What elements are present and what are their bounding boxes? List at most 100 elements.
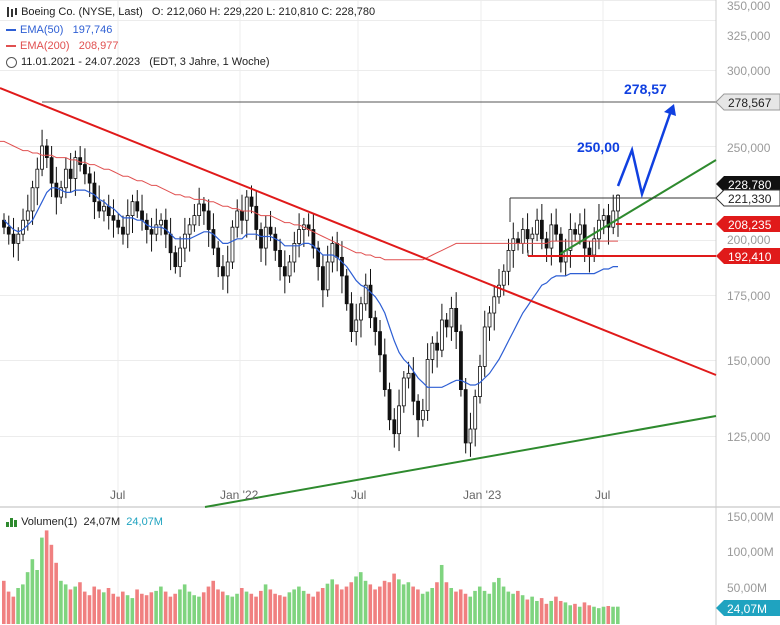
volume-bar xyxy=(106,588,111,624)
candle-body xyxy=(63,168,68,189)
candle-body xyxy=(225,261,230,277)
volume-title: Volumen(1) xyxy=(21,516,78,528)
volume-bar xyxy=(125,595,130,624)
volume-bar xyxy=(239,588,244,624)
candle-body xyxy=(420,410,425,421)
x-tick-jul-23: Jul xyxy=(595,488,610,502)
candle-body xyxy=(473,396,478,430)
candle-body xyxy=(501,270,506,286)
y-tick-325: 325,000 xyxy=(727,29,771,43)
candle-body xyxy=(535,219,539,235)
volume-bar xyxy=(387,582,392,624)
volume-bar xyxy=(97,589,101,624)
volume-bar xyxy=(144,595,149,624)
volume-bar xyxy=(44,530,49,624)
candle-body xyxy=(578,224,582,235)
volume-bar xyxy=(178,589,182,624)
candle-body xyxy=(154,224,159,235)
candle-body xyxy=(349,303,354,333)
y-tick-125: 125,000 xyxy=(727,430,771,444)
ohlc-values: O: 212,060 H: 229,220 L: 210,810 C: 228,… xyxy=(151,6,376,18)
candle-body xyxy=(254,205,259,230)
volume-bar xyxy=(397,579,401,624)
y-tick-250: 250,000 xyxy=(727,141,771,155)
candle-body xyxy=(259,229,263,249)
candle-body xyxy=(25,210,30,221)
volume-bar xyxy=(35,570,39,624)
x-tick-jan-23: Jan '23 xyxy=(463,488,502,502)
candle-body xyxy=(83,164,87,175)
candle-body xyxy=(249,196,254,207)
volume-bar xyxy=(606,606,611,624)
candle-body xyxy=(430,342,435,360)
volume-bar xyxy=(30,559,35,624)
candle-body xyxy=(40,145,44,170)
candle-body xyxy=(530,233,535,240)
volume-bar xyxy=(411,586,415,624)
candle-body xyxy=(573,229,578,235)
candle-body xyxy=(549,224,554,249)
price-tag-221: 221,330 xyxy=(715,189,780,207)
candle-body xyxy=(449,307,454,328)
price-tag-192: 192,410 xyxy=(716,248,780,264)
volume-bar xyxy=(230,596,235,624)
price-tag-192-label: 192,410 xyxy=(728,250,772,264)
candles xyxy=(2,129,620,457)
candle-body xyxy=(59,187,64,198)
candle-body xyxy=(16,233,21,244)
volume-bar xyxy=(163,591,168,624)
price-tag-228: 228,780 xyxy=(716,176,780,192)
ema200-value: 208,977 xyxy=(78,40,119,52)
candle-body xyxy=(87,173,92,184)
candle-body xyxy=(606,215,611,228)
candle-body xyxy=(192,215,197,226)
candle-body xyxy=(182,233,187,249)
candle-body xyxy=(611,210,616,228)
volume-bar xyxy=(558,600,563,624)
candle-body xyxy=(435,342,440,351)
downtrend-line xyxy=(0,87,717,376)
price-tag-208-label: 208,235 xyxy=(728,218,772,232)
volume-bar xyxy=(278,595,282,624)
volume-bar xyxy=(130,598,135,624)
candle-body xyxy=(187,224,192,235)
volume-bar xyxy=(616,606,620,624)
volume-bar xyxy=(78,582,82,624)
ema200-swatch xyxy=(6,45,16,48)
candle-body xyxy=(558,233,563,263)
clock-icon xyxy=(6,56,17,68)
candle-body xyxy=(330,243,335,263)
candle-body xyxy=(311,229,316,249)
volume-value-2: 24,07M xyxy=(126,516,163,528)
volume-bar xyxy=(520,595,525,624)
candle-body xyxy=(511,238,516,251)
candle-body xyxy=(516,238,520,244)
volume-bar xyxy=(406,582,411,624)
grid xyxy=(0,0,716,625)
volume-bar xyxy=(135,589,139,624)
candle-body xyxy=(382,354,387,390)
candle-body xyxy=(240,210,244,221)
candle-body xyxy=(216,247,221,268)
volume-bar xyxy=(554,596,558,624)
candle-body xyxy=(325,261,330,291)
ema50-label: EMA(50) xyxy=(20,24,64,36)
candle-body xyxy=(278,249,282,268)
volume-bar xyxy=(49,544,54,624)
volume-tag-label: 24,07M xyxy=(727,602,767,616)
x-tick-jul-21: Jul xyxy=(110,488,125,502)
volume-bar xyxy=(259,590,263,624)
date-range-legend: 11.01.2021 - 24.07.2023 (EDT, 3 Jahre, 1… xyxy=(6,56,269,68)
candle-body xyxy=(163,219,168,235)
candle-body xyxy=(463,389,468,444)
price-tag-278: 278,567 xyxy=(715,93,780,111)
volume-bar xyxy=(301,590,306,624)
volume-bar xyxy=(225,595,230,624)
forecast-path xyxy=(616,107,674,199)
candle-body xyxy=(159,219,163,226)
candle-body xyxy=(206,210,211,230)
volume-bar xyxy=(101,592,106,624)
x-tick-jan-22: Jan '22 xyxy=(220,488,259,502)
volume-bar xyxy=(273,593,277,624)
volume-bar xyxy=(525,599,530,624)
